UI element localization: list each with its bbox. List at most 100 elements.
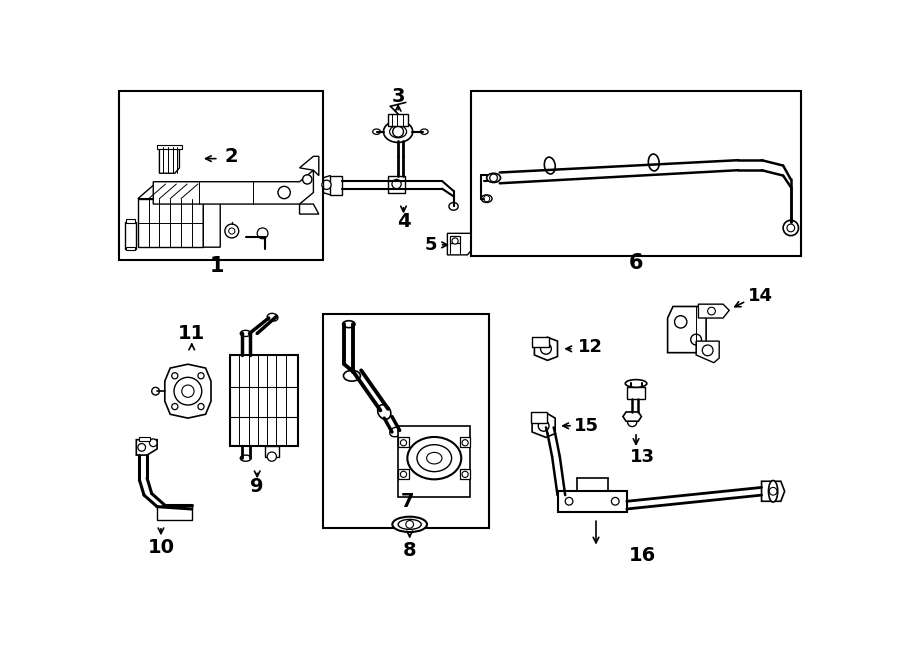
Polygon shape	[626, 387, 644, 399]
Text: 8: 8	[403, 541, 417, 560]
Polygon shape	[460, 469, 471, 479]
Polygon shape	[138, 199, 203, 247]
Circle shape	[462, 440, 468, 446]
Circle shape	[198, 373, 204, 379]
Ellipse shape	[344, 370, 360, 381]
Bar	[472, 91, 801, 256]
Ellipse shape	[626, 379, 647, 387]
Polygon shape	[535, 337, 557, 360]
Polygon shape	[203, 184, 220, 247]
Ellipse shape	[544, 157, 555, 174]
Text: 16: 16	[628, 546, 656, 564]
Circle shape	[611, 498, 619, 505]
Text: 12: 12	[578, 338, 603, 356]
Bar	[323, 314, 489, 528]
Ellipse shape	[487, 173, 500, 182]
Circle shape	[257, 228, 268, 239]
Circle shape	[225, 224, 238, 238]
Ellipse shape	[769, 481, 778, 502]
Ellipse shape	[392, 517, 427, 532]
Ellipse shape	[398, 520, 421, 529]
Ellipse shape	[482, 195, 492, 202]
Ellipse shape	[240, 455, 251, 461]
Bar	[126, 219, 135, 223]
Circle shape	[322, 180, 331, 190]
Circle shape	[182, 385, 194, 397]
Polygon shape	[159, 147, 179, 173]
Circle shape	[229, 228, 235, 234]
Ellipse shape	[378, 405, 391, 419]
Text: 6: 6	[629, 253, 643, 272]
Text: 5: 5	[424, 236, 436, 254]
Circle shape	[690, 334, 701, 345]
Text: 10: 10	[148, 538, 175, 557]
Polygon shape	[300, 204, 319, 214]
Text: 1: 1	[210, 256, 224, 276]
Circle shape	[490, 174, 498, 182]
Circle shape	[462, 471, 468, 477]
Circle shape	[302, 175, 312, 184]
Polygon shape	[158, 145, 182, 149]
Polygon shape	[698, 304, 729, 318]
Ellipse shape	[449, 202, 458, 210]
Ellipse shape	[390, 427, 401, 437]
Circle shape	[172, 403, 178, 410]
Circle shape	[198, 403, 204, 410]
Text: 2: 2	[225, 147, 238, 166]
Circle shape	[452, 238, 458, 244]
Ellipse shape	[420, 129, 428, 134]
Circle shape	[152, 387, 159, 395]
Polygon shape	[668, 307, 706, 353]
Bar	[230, 355, 298, 446]
Text: 3: 3	[392, 87, 405, 106]
Circle shape	[149, 439, 158, 447]
Polygon shape	[388, 114, 408, 126]
Circle shape	[702, 345, 713, 356]
Circle shape	[392, 126, 403, 137]
Circle shape	[707, 307, 716, 315]
Polygon shape	[165, 364, 211, 418]
Circle shape	[787, 224, 795, 232]
Polygon shape	[557, 491, 626, 512]
Text: 7: 7	[400, 492, 414, 511]
Polygon shape	[460, 438, 471, 447]
Bar	[140, 438, 150, 442]
Bar	[532, 337, 549, 346]
Bar	[265, 446, 279, 457]
Polygon shape	[398, 469, 409, 479]
Text: 4: 4	[397, 212, 410, 231]
Text: 14: 14	[748, 288, 772, 305]
Ellipse shape	[373, 129, 381, 134]
Circle shape	[174, 377, 202, 405]
Circle shape	[267, 452, 276, 461]
Circle shape	[278, 186, 291, 199]
Text: 9: 9	[250, 477, 264, 496]
Ellipse shape	[648, 154, 659, 171]
Circle shape	[538, 420, 549, 431]
Polygon shape	[450, 235, 460, 243]
Circle shape	[674, 316, 687, 328]
Polygon shape	[398, 438, 409, 447]
Polygon shape	[330, 176, 342, 195]
Circle shape	[172, 373, 178, 379]
Ellipse shape	[417, 445, 452, 472]
Bar	[126, 247, 135, 251]
Polygon shape	[138, 184, 220, 199]
Bar	[530, 412, 547, 423]
Ellipse shape	[343, 321, 355, 328]
Polygon shape	[136, 440, 158, 455]
Bar	[388, 176, 405, 192]
Ellipse shape	[408, 437, 461, 479]
Circle shape	[392, 179, 401, 188]
Ellipse shape	[267, 313, 278, 321]
Circle shape	[783, 220, 798, 235]
Bar	[125, 222, 136, 249]
Circle shape	[483, 196, 490, 202]
Ellipse shape	[240, 330, 251, 336]
Polygon shape	[696, 341, 719, 363]
Ellipse shape	[390, 126, 407, 138]
Ellipse shape	[383, 121, 413, 143]
Circle shape	[627, 417, 637, 426]
Polygon shape	[761, 481, 785, 501]
Text: 15: 15	[573, 417, 598, 435]
